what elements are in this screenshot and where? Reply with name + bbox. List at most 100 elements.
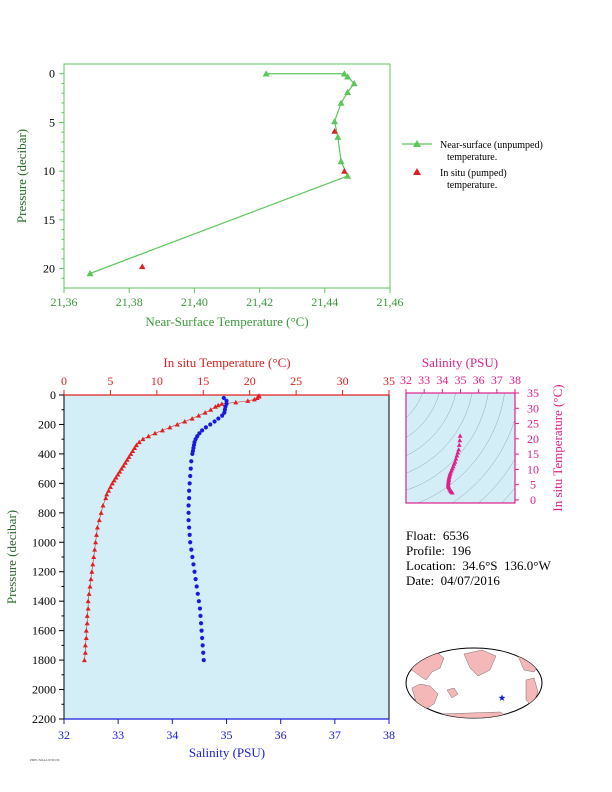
temperature-profile-point [215,402,221,408]
temperature-profile-point [109,480,115,486]
pressure-tick-label: 1400 [32,594,56,608]
salinity-profile-point [190,451,195,457]
salinity-tick-label: 36 [275,728,287,742]
salinity-profile-point [212,419,217,424]
salinity-tick-label: 37 [329,728,341,742]
temperature-profile-point [208,407,214,412]
unpumped-temperature-point [334,133,342,140]
temperature-tick-label: 25 [290,374,302,388]
unpumped-temperature-point [340,70,348,77]
temperature-tick-label: 0 [61,374,67,388]
temperature-profile-point [81,657,87,663]
temperature-profile-point [212,404,218,409]
ts-y-tick-label: 15 [527,447,539,461]
temperature-profile-point [94,532,99,537]
ts-point [456,442,462,447]
temperature-profile-point [94,525,100,530]
near-surface-x-tick-label: 21,44 [311,295,338,309]
temperature-profile-point [84,613,90,618]
salinity-tick-label: 33 [112,728,124,742]
ts-x-tick-label: 34 [436,373,448,387]
pressure-tick-label: 1200 [32,565,56,579]
pressure-tick-label: 2200 [32,712,56,726]
temperature-tick-label: 35 [383,374,395,388]
pumped-temperature-point [331,128,338,134]
ts-x-label: Salinity (PSU) [422,355,498,370]
ts-x-tick-label: 33 [418,373,430,387]
temperature-profile-point [124,457,130,462]
temperature-profile-point [245,398,251,403]
salinity-profile-point [224,398,229,403]
ts-y-tick-label: 35 [527,386,539,400]
unpumped-temperature-point [331,117,339,125]
ts-point [457,437,463,443]
legend-label-pumped-2: temperature. [447,180,497,191]
salinity-profile-point [187,488,192,493]
near-surface-y-tick-label: 5 [49,115,55,129]
legend-label-unpumped-2: temperature. [447,152,497,163]
temperature-profile-point [133,442,139,448]
salinity-profile-point [197,431,202,436]
footer-credit: PMEL/NOAA 6536/196 [30,758,60,762]
salinity-profile-point [221,395,226,401]
legend-label-unpumped: Near-surface (unpumped) [440,140,543,151]
temperature-profile-point [233,399,239,405]
temperature-profile-point [85,606,91,611]
ts-point [454,453,460,458]
unpumped-temperature-point [262,70,270,77]
temperature-profile-point [130,448,136,453]
unpumped-temperature-point [344,73,352,80]
salinity-profile-point [186,518,191,523]
ts-plot-area [406,393,515,503]
temperature-profile-point [132,445,138,451]
temperature-profile-point [115,472,121,477]
temperature-profile-point [107,484,113,490]
salinity-tick-label: 35 [221,728,233,742]
ts-y-tick-label: 20 [527,432,539,446]
salinity-profile-point [200,643,205,648]
legend-marker-unpumped [413,140,421,147]
salinity-profile-point [186,503,191,508]
salinity-profile-point [188,466,193,471]
temperature-profile-point [251,396,257,402]
salinity-profile-point [216,416,221,421]
temperature-profile-point [196,413,202,418]
salinity-profile-point [187,525,192,530]
salinity-axis-label: Salinity (PSU) [189,745,265,760]
near-surface-x-tick-label: 21,46 [377,295,404,309]
unpumped-temperature-point [344,172,352,179]
salinity-profile-point [194,584,199,589]
pumped-temperature-point [341,167,348,174]
salinity-profile-point [203,425,209,430]
temperature-profile-point [83,635,89,640]
pressure-tick-label: 800 [38,506,56,520]
salinity-profile-point [188,540,193,545]
profile-plot-area [64,395,389,719]
salinity-profile-point [189,547,194,552]
temperature-profile-point [88,576,94,582]
salinity-profile-point [201,657,206,663]
ts-x-tick-label: 35 [455,373,467,387]
salinity-profile-point [187,481,192,486]
salinity-profile-point [220,413,225,418]
near-surface-x-tick-label: 21,40 [181,295,208,309]
temperature-profile-point [119,466,125,471]
pressure-tick-label: 400 [38,447,56,461]
temperature-profile-point [89,569,95,574]
temperature-tick-label: 30 [337,374,349,388]
unpumped-temperature-point [86,269,94,277]
ts-y-tick-label: 30 [527,401,539,415]
ts-point [457,433,463,438]
pumped-temperature-point [139,263,146,270]
salinity-profile-point [195,591,200,596]
pressure-tick-label: 600 [38,476,56,490]
profile-y-label: Pressure (decibar) [4,510,19,604]
near-surface-x-tick-label: 21,42 [246,295,273,309]
temperature-profile-point [82,650,88,655]
salinity-profile-point [187,495,192,501]
temperature-profile-point [93,539,99,545]
salinity-profile-point [199,628,204,633]
legend-marker-pumped [413,168,421,175]
temperature-profile-point [152,430,158,436]
